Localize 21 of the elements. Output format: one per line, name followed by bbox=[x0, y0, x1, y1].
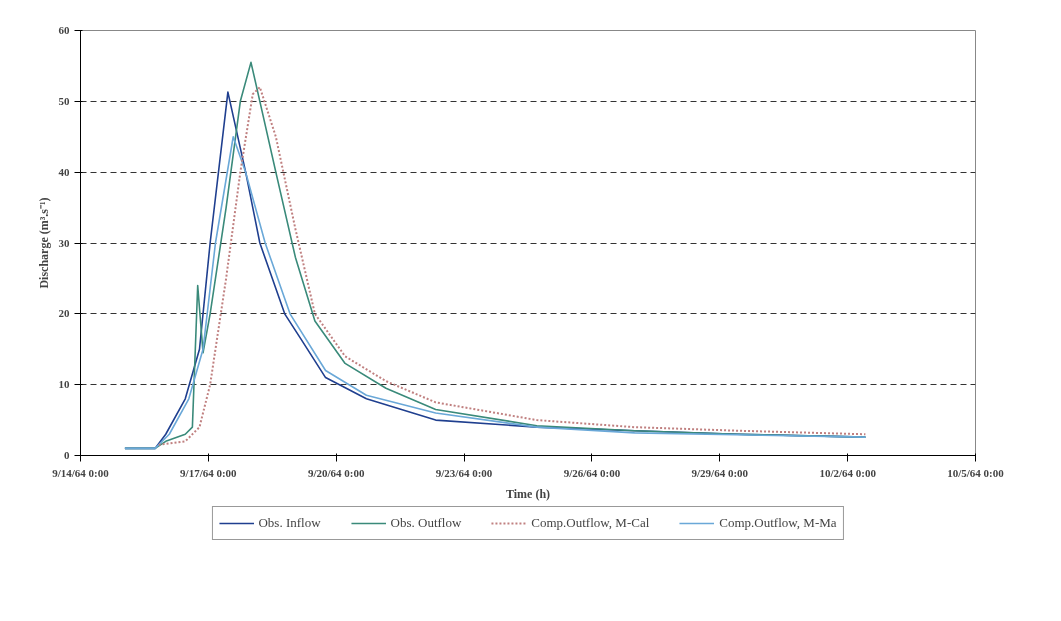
x-tick-label: 10/5/64 0:00 bbox=[947, 466, 1005, 479]
y-tick-label: 50 bbox=[58, 94, 70, 107]
y-tick-label: 40 bbox=[58, 165, 70, 178]
x-tick-label: 9/29/64 0:00 bbox=[691, 466, 749, 479]
legend-label: Obs. Inflow bbox=[258, 515, 321, 531]
x-tick-label: 9/14/64 0:00 bbox=[52, 466, 110, 479]
y-tick-label: 10 bbox=[58, 378, 70, 391]
y-tick-label: 60 bbox=[58, 24, 70, 36]
legend-label: Comp.Outflow, M-Ma bbox=[719, 515, 837, 531]
x-tick-label: 10/2/64 0:00 bbox=[819, 466, 877, 479]
y-axis-title: Discharge (m³.s⁻¹) bbox=[36, 197, 51, 289]
x-tick-label: 9/26/64 0:00 bbox=[563, 466, 621, 479]
y-tick-label: 0 bbox=[64, 449, 70, 461]
legend-label: Obs. Outflow bbox=[390, 515, 462, 531]
x-axis-title: Time (h) bbox=[505, 486, 551, 501]
x-tick-label: 9/17/64 0:00 bbox=[180, 466, 238, 479]
y-tick-label: 20 bbox=[58, 307, 70, 320]
legend-label: Comp.Outflow, M-Cal bbox=[531, 515, 650, 531]
x-tick-label: 9/23/64 0:00 bbox=[435, 466, 493, 479]
y-tick-label: 30 bbox=[58, 236, 70, 249]
x-tick-label: 9/20/64 0:00 bbox=[307, 466, 365, 479]
